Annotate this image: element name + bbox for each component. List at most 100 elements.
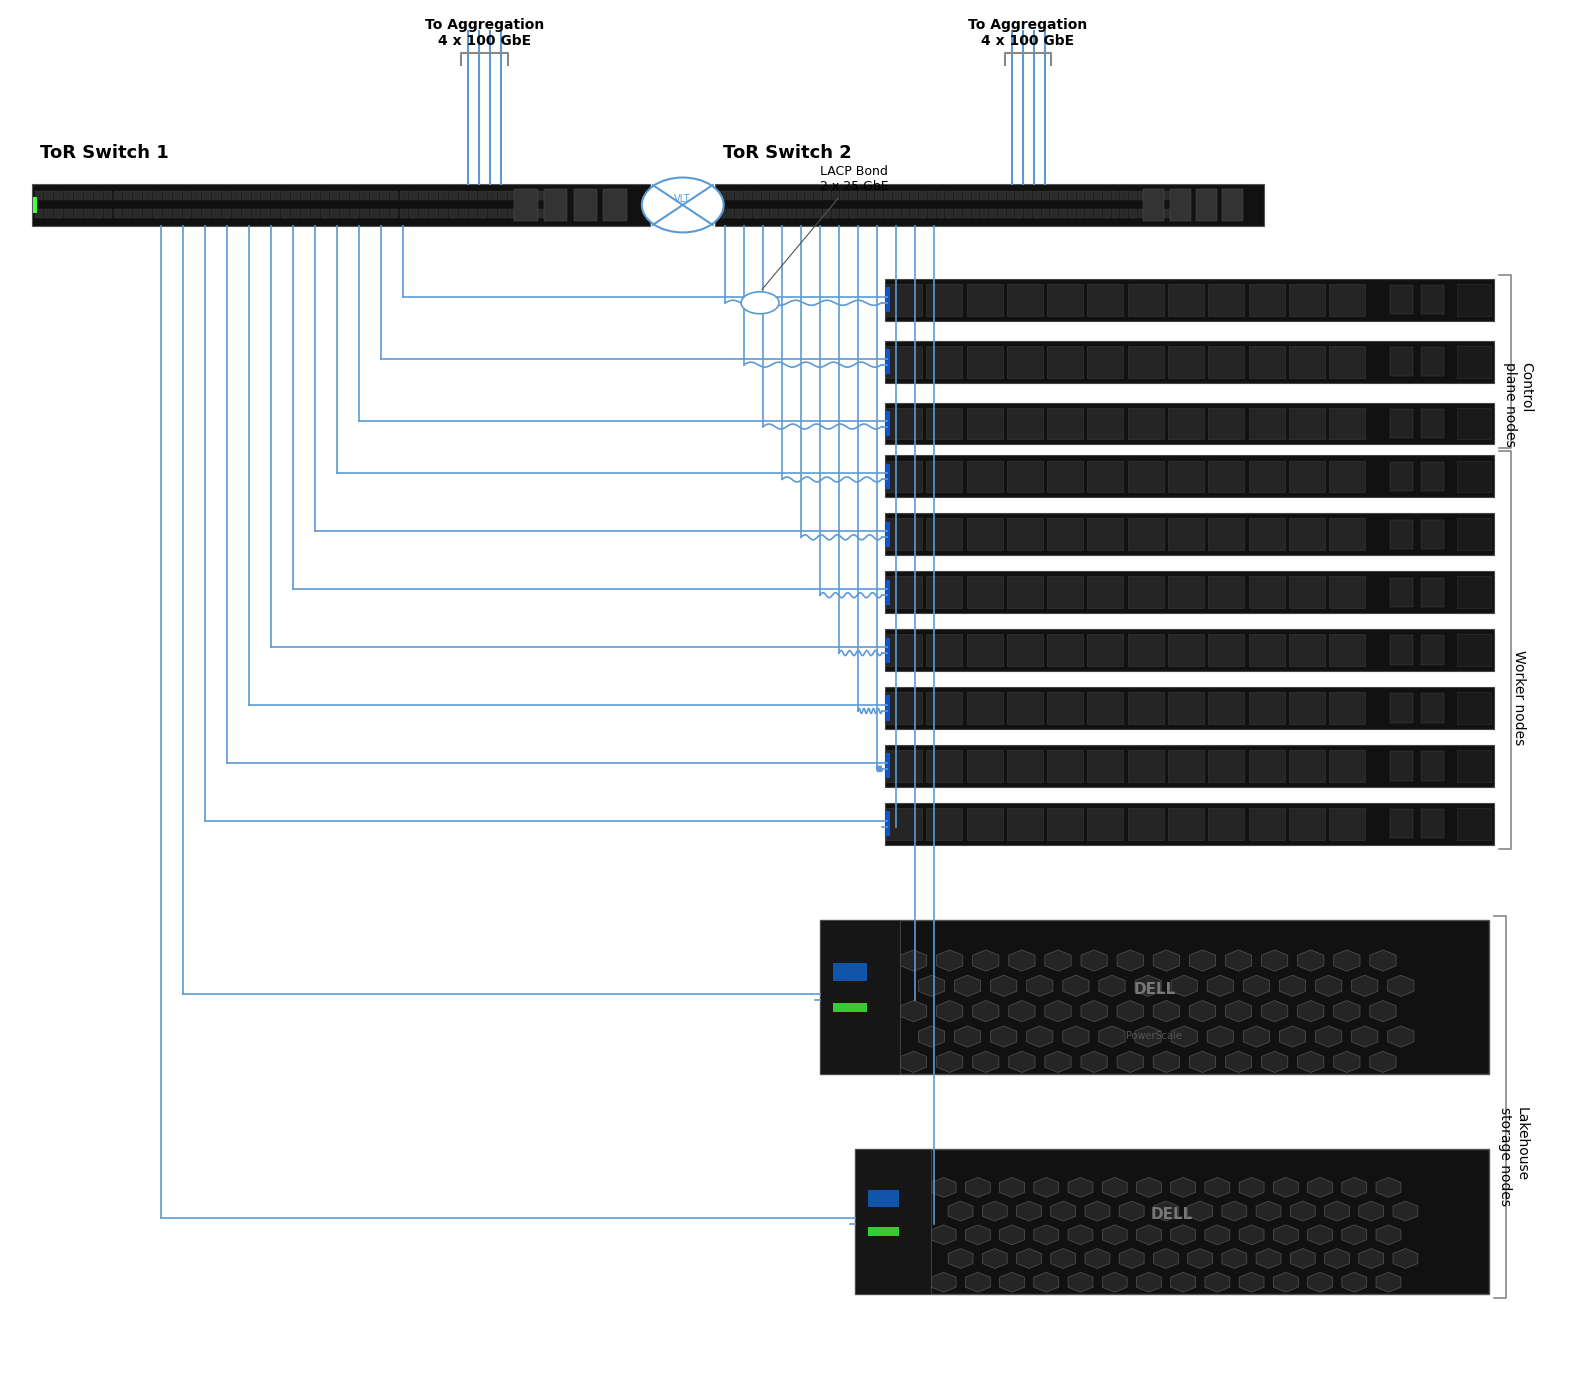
Polygon shape xyxy=(1239,1177,1263,1198)
Polygon shape xyxy=(1171,1177,1196,1198)
Bar xyxy=(936,209,944,219)
Polygon shape xyxy=(1244,975,1270,996)
Bar xyxy=(887,576,922,608)
Bar xyxy=(1329,346,1365,378)
Bar xyxy=(887,812,890,837)
Bar xyxy=(64,191,73,199)
Bar xyxy=(1006,407,1043,439)
Bar xyxy=(134,191,142,199)
Bar xyxy=(762,209,769,219)
Bar xyxy=(1289,692,1325,724)
Bar xyxy=(823,191,831,199)
FancyBboxPatch shape xyxy=(885,629,1493,672)
Bar xyxy=(1034,209,1040,219)
Bar xyxy=(927,807,962,839)
Polygon shape xyxy=(990,1026,1016,1047)
Bar xyxy=(989,209,997,219)
Bar xyxy=(998,209,1006,219)
Text: Worker nodes: Worker nodes xyxy=(1512,650,1525,745)
Bar xyxy=(1128,407,1164,439)
Polygon shape xyxy=(1188,1249,1212,1269)
Bar xyxy=(1147,209,1155,219)
Bar xyxy=(855,1150,931,1294)
Bar xyxy=(820,920,900,1075)
Bar xyxy=(212,191,222,199)
Bar xyxy=(1094,209,1102,219)
Bar xyxy=(1421,809,1443,838)
Bar xyxy=(54,191,64,199)
Bar xyxy=(1034,191,1040,199)
Polygon shape xyxy=(1190,1000,1215,1022)
Polygon shape xyxy=(1290,1201,1316,1222)
Polygon shape xyxy=(1171,1224,1196,1245)
Bar xyxy=(927,749,962,781)
Bar xyxy=(1249,576,1284,608)
Bar xyxy=(1006,518,1043,550)
Bar xyxy=(887,695,890,720)
Bar xyxy=(1289,807,1325,839)
Bar xyxy=(311,209,319,219)
Bar xyxy=(1102,191,1110,199)
Polygon shape xyxy=(931,1224,955,1245)
Bar xyxy=(1458,692,1491,724)
Bar xyxy=(1024,191,1032,199)
Bar xyxy=(1048,284,1083,316)
Text: DELL: DELL xyxy=(1150,1206,1193,1222)
Bar xyxy=(716,197,719,213)
Polygon shape xyxy=(1051,1201,1075,1222)
Bar xyxy=(370,191,378,199)
Bar xyxy=(831,209,839,219)
Bar xyxy=(1329,407,1365,439)
Polygon shape xyxy=(1153,1249,1179,1269)
Bar xyxy=(1209,284,1244,316)
Bar xyxy=(1421,636,1443,665)
Polygon shape xyxy=(1204,1177,1230,1198)
Bar xyxy=(448,191,458,199)
Polygon shape xyxy=(1051,1249,1075,1269)
Bar xyxy=(1168,749,1204,781)
Bar xyxy=(1249,284,1284,316)
Bar xyxy=(967,518,1003,550)
Polygon shape xyxy=(931,1177,955,1198)
Bar xyxy=(104,191,113,199)
Polygon shape xyxy=(1308,1177,1332,1198)
Bar xyxy=(927,407,962,439)
Bar xyxy=(981,209,989,219)
Bar xyxy=(1088,346,1123,378)
Bar xyxy=(1048,749,1083,781)
Bar xyxy=(1421,461,1443,492)
Bar xyxy=(971,209,979,219)
Bar xyxy=(727,209,734,219)
Bar xyxy=(788,209,796,219)
Bar xyxy=(321,191,330,199)
Polygon shape xyxy=(1171,1273,1196,1292)
Polygon shape xyxy=(1027,1026,1053,1047)
Polygon shape xyxy=(1190,1051,1215,1072)
Bar xyxy=(884,209,892,219)
Polygon shape xyxy=(919,1026,944,1047)
Bar xyxy=(1137,209,1145,219)
Bar xyxy=(182,209,191,219)
Bar xyxy=(222,191,231,199)
Text: To Aggregation
4 x 100 GbE: To Aggregation 4 x 100 GbE xyxy=(968,18,1088,48)
Bar xyxy=(967,634,1003,666)
Bar xyxy=(231,191,241,199)
Polygon shape xyxy=(947,1201,973,1222)
Polygon shape xyxy=(1120,1201,1144,1222)
Bar xyxy=(113,191,123,199)
Bar xyxy=(1458,346,1491,378)
Bar xyxy=(1458,460,1491,492)
Polygon shape xyxy=(1239,1224,1263,1245)
Polygon shape xyxy=(1388,975,1413,996)
Bar xyxy=(1391,636,1413,665)
Bar xyxy=(1391,348,1413,377)
Bar xyxy=(429,209,439,219)
Bar xyxy=(262,191,270,199)
Polygon shape xyxy=(1171,1026,1198,1047)
Bar xyxy=(538,209,547,219)
Polygon shape xyxy=(954,1026,981,1047)
Polygon shape xyxy=(1102,1177,1128,1198)
Bar xyxy=(954,191,962,199)
Polygon shape xyxy=(1027,975,1053,996)
Bar xyxy=(887,287,890,313)
